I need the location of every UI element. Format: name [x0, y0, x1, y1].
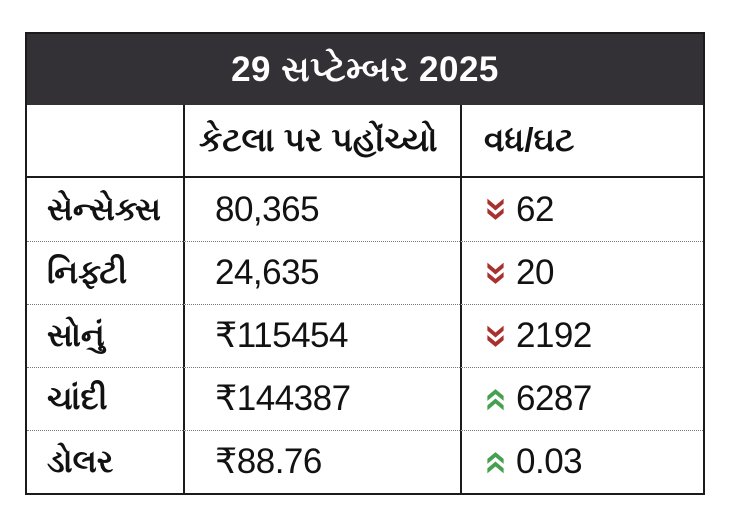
- date-header: 29 સપ્ટેમ્બર 2025: [27, 34, 703, 105]
- row-label: નિફ્ટી: [27, 241, 183, 304]
- row-label: ડોલર: [27, 430, 183, 493]
- row-value: ₹115454: [183, 304, 460, 367]
- down-arrow-icon: [486, 325, 505, 348]
- up-arrow-icon: [486, 451, 505, 474]
- row-change: 62: [460, 178, 703, 241]
- row-change: 2192: [460, 304, 703, 367]
- row-label: ચાંદી: [27, 367, 183, 430]
- market-summary-card: 29 સપ્ટેમ્બર 2025 કેટલા પર પહોંચ્યો વધ/ઘ…: [25, 32, 705, 495]
- row-value: 80,365: [183, 178, 460, 241]
- change-value: 6287: [516, 379, 592, 418]
- down-arrow-icon: [486, 198, 505, 221]
- column-header-value: કેટલા પર પહોંચ્યો: [183, 105, 460, 178]
- column-header-change: વધ/ઘટ: [460, 105, 703, 178]
- column-header-blank: [27, 105, 183, 178]
- row-label: સોનું: [27, 304, 183, 367]
- row-value: ₹88.76: [183, 430, 460, 493]
- change-value: 2192: [516, 316, 592, 355]
- row-label: સેન્સેક્સ: [47, 190, 161, 227]
- change-value: 62: [516, 189, 554, 229]
- down-arrow-icon: [486, 262, 505, 285]
- change-value: 20: [516, 253, 554, 292]
- row-change: 20: [460, 241, 703, 304]
- row-change: 0.03: [460, 430, 703, 493]
- row-value: ₹144387: [183, 367, 460, 430]
- market-table: કેટલા પર પહોંચ્યો વધ/ઘટ સેન્સેક્સ 80,365 6…: [27, 105, 703, 493]
- change-value: 0.03: [516, 442, 583, 481]
- row-value: 24,635: [183, 241, 460, 304]
- row-change: 6287: [460, 367, 703, 430]
- up-arrow-icon: [486, 388, 505, 411]
